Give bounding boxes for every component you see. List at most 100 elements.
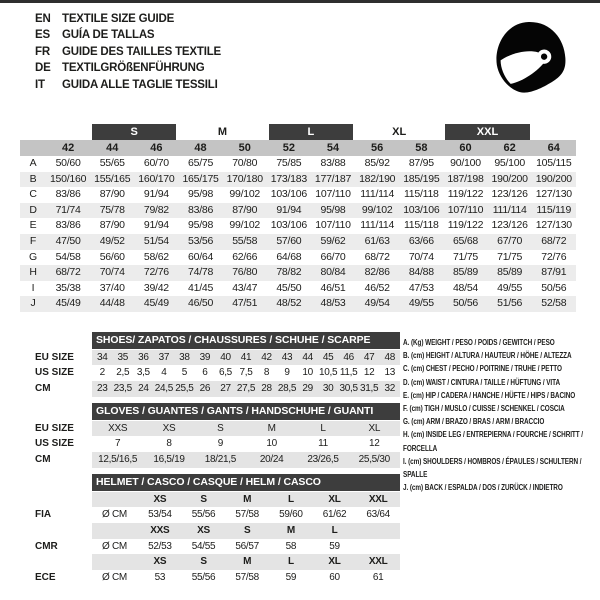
title-spacer [20,332,92,349]
legend-item: I. (cm) SHOULDERS / HOMBROS / ÉPAULES / … [403,456,582,480]
row-cells: 12,5/16,5 16,5/19 18/21,5 20/24 23/26,5 25,5/… [92,451,400,468]
size-value-cell: 26 [199,382,211,394]
size-value-cell: 190/200 [491,172,528,185]
row-label-spacer [20,554,92,570]
size-value-cell: 87/95 [408,157,434,169]
size-value-cell: 91/94 [143,188,169,201]
racing-helmet-icon [488,12,572,106]
size-value-cell: 83/88 [320,157,346,169]
size-value-cell: 75/85 [276,157,302,169]
size-value-cell: 25,5 [175,382,194,394]
size-value-cell: 48/52 [276,297,302,310]
shoes-title-row: SHOES/ ZAPATOS / CHAUSSURES / SCHUHE / S… [20,332,400,349]
language-row: ES GUÍA DE TALLAS [35,27,221,43]
helmet-size-value: 59 [285,571,297,583]
size-value-cell: 50/56 [541,281,567,294]
size-value-cell: 53/56 [188,234,214,247]
helmet-size-value: 55/56 [191,571,216,583]
size-value-cell: 55/65 [99,157,125,169]
row-label: US SIZE [35,367,74,379]
size-value-cell: 87/90 [99,219,125,232]
helmet-size-value: 52/53 [148,540,172,552]
size-column-header: 46 [150,142,163,154]
size-value-cell: 7,5 [239,367,253,379]
size-value-cell: 87/90 [232,203,258,216]
helmet-size-header: XS [153,556,167,568]
size-column-header: 56 [371,142,384,154]
language-row: FR GUIDE DES TAILLES TEXTILE [35,44,221,60]
helmet-size-header: XL [328,556,341,568]
size-value-cell: 95/98 [188,188,214,201]
size-value-cell: 13 [384,367,395,379]
size-value-cell: 23,5 [113,382,133,394]
size-value-cell: 99/102 [229,219,261,232]
helmet-size-header: S [243,524,251,536]
size-value-cell: 43/47 [232,281,258,294]
size-value-cell: 155/165 [94,172,131,185]
helmet-size-value: 58 [285,540,297,552]
legend-item: G. (cm) ARM / BRAZO / BRAS / ARM / BRACC… [403,417,545,427]
size-value-cell: 8 [166,438,172,450]
row-label: EU SIZE [35,351,74,363]
textile-size-table: S M L XL XXL 42 44 46 48 50 52 54 56 58 60 62 64 A 50/60 55… [20,124,576,312]
language-title-text: GUIDA ALLE TAGLIE TESSILI [62,78,218,91]
certification-label: ECE [35,571,56,583]
size-value-cell: 87/91 [541,266,567,279]
size-value-cell: 107/110 [447,203,484,216]
size-column-header: 58 [415,142,428,154]
size-value-cell: 107/110 [315,219,351,232]
size-value-cell: 127/130 [535,219,572,232]
size-value-cell: 30 [322,382,334,394]
size-value-cell: 95/100 [494,157,525,169]
row-label-spacer [20,492,92,508]
size-value-cell: 60/64 [188,250,214,263]
measurement-row: D 71/74 75/78 79/82 83/86 87/90 91/94 95/98 99/1… [20,202,576,219]
size-band: S [90,124,178,140]
language-code: DE [35,62,51,75]
size-value-cell: 27,5 [236,382,256,394]
size-column-header: 62 [503,142,516,154]
size-value-cell: 32 [384,382,395,394]
gloves-row: US SIZE 7 8 9 10 11 12 [20,436,400,452]
diameter-unit: Ø CM [102,571,127,583]
size-value-cell: 8 [263,367,270,379]
row-label-spacer [20,523,92,539]
size-value-cell: 68/72 [541,234,567,247]
size-band-label: XL [392,126,407,138]
size-value-cell: 49/55 [408,297,434,310]
size-value-cell: 105/115 [536,157,572,169]
size-value-cell: 51/56 [497,297,523,310]
size-value-cell: 83/86 [55,188,81,201]
size-column-header: 64 [547,142,560,154]
size-value-cell: 115/118 [404,188,439,201]
size-value-cell: 71/74 [55,203,81,216]
size-value-cell: 47/53 [408,281,434,294]
size-value-cell: 70/80 [232,157,258,169]
helmet-size-value: 55/56 [191,509,216,521]
certification-label: CMR [35,540,58,552]
size-value-cell: 87/90 [99,188,125,201]
size-value-cell: 103/106 [403,203,440,216]
size-value-cell: 6,5 [218,367,232,379]
unit-spacer [92,554,138,570]
size-value-cell: 187/198 [447,172,484,185]
size-value-cell: 66/70 [320,250,346,263]
measurement-legend: A. (Kg) WEIGHT / PESO / POIDS / GEWITCH … [403,336,589,494]
helmet-size-header: XXL [368,556,388,568]
legend-item: C. (cm) CHEST / PECHO / POITRINE / TRUHE… [403,364,562,374]
measurement-row: H 68/72 70/74 72/76 74/78 76/80 78/82 80/84 82/8… [20,265,576,281]
size-value-cell: 39/42 [143,281,169,294]
helmet-size-value: 57/58 [235,509,259,521]
size-value-cell: 95/98 [320,203,346,216]
size-value-cell: 46/50 [188,297,214,310]
size-value-cell: 76/80 [232,266,258,279]
helmet-size-header: XL [328,493,341,505]
size-value-cell: 182/190 [359,172,396,185]
size-value-cell: 63/66 [408,234,434,247]
row-letter: D [29,203,37,216]
size-value-cell: 16,5/19 [153,453,185,465]
size-value-cell: 2,5 [116,367,130,379]
row-letter: A [29,157,37,169]
size-value-cell: 57/60 [276,234,302,247]
